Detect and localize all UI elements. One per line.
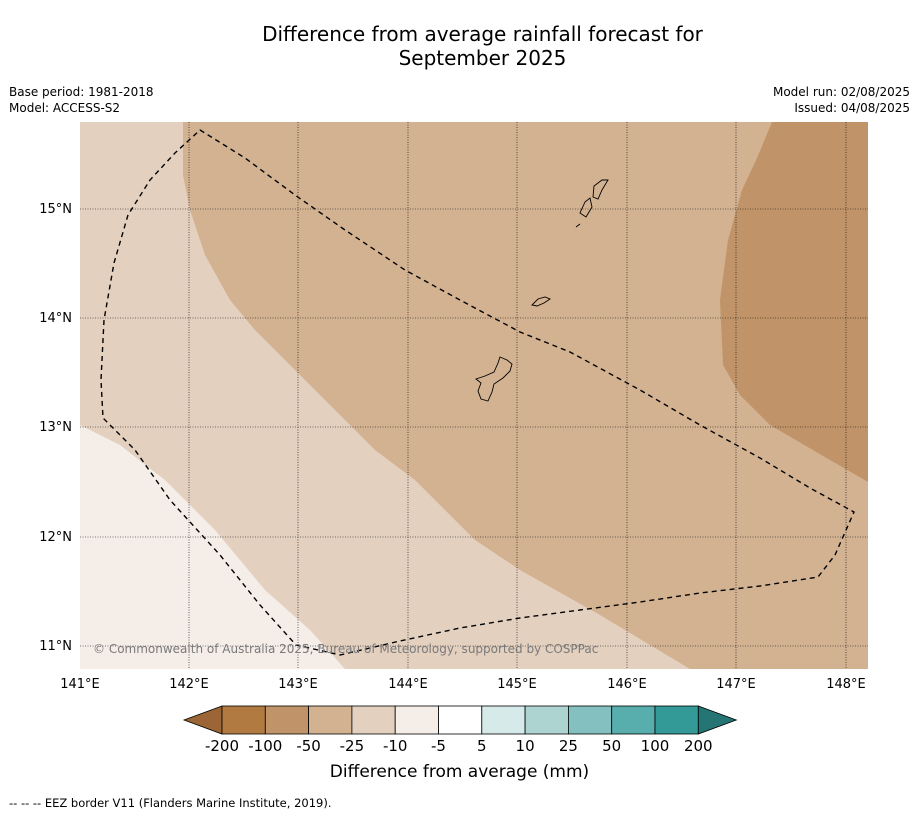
y-tick-15n: 15°N [39,202,72,217]
colorbar-swatch [568,705,613,735]
island-rota [531,296,551,307]
gridlines [80,122,868,669]
colorbar-tick-label: -10 [383,737,408,755]
eez-footnote: -- -- -- EEZ border V11 (Flanders Marine… [9,796,332,810]
y-tick-12n: 12°N [39,530,72,545]
x-tick-146e: 146°E [607,677,647,692]
zone-medium-tan [183,122,868,669]
x-tick-143e: 143°E [278,677,318,692]
colorbar-tick-label: -25 [340,737,365,755]
island-tinian [579,197,593,218]
x-tick-148e: 148°E [826,677,866,692]
colorbar-tick-label: 5 [477,737,487,755]
colorbar-tick-label: 10 [516,737,535,755]
colorbar-swatch [481,705,526,735]
issued-date: Issued: 04/08/2025 [794,101,910,115]
zone-darker-tan [720,122,868,482]
colorbar-extend-low [182,705,223,735]
x-tick-144e: 144°E [388,677,428,692]
model-run: Model run: 02/08/2025 [772,85,910,99]
colorbar-tick-label: -100 [248,737,282,755]
islands [475,179,609,402]
map-area [80,122,868,669]
colorbar-title: Difference from average (mm) [329,762,590,782]
y-axis-ticks: 15°N 14°N 13°N 12°N 11°N [39,202,72,654]
colorbar-tick-label: -200 [205,737,239,755]
colorbar-swatch [438,705,483,735]
colorbar-tick-label: 50 [602,737,621,755]
colorbar-tick-label: -5 [431,737,446,755]
x-axis-ticks: 141°E 142°E 143°E 144°E 145°E 146°E 147°… [60,677,866,692]
title-line-2: September 2025 [398,46,567,70]
meta-right: Model run: 02/08/2025 Issued: 04/08/2025 [773,84,910,116]
model-name: Model: ACCESS-S2 [9,101,121,115]
colorbar-tick-label: 200 [684,737,713,755]
x-tick-141e: 141°E [60,677,100,692]
x-tick-147e: 147°E [716,677,756,692]
colorbar-tick-label: -50 [296,737,321,755]
island-saipan [592,179,609,200]
copyright-notice: © Commonwealth of Australia 2025, Bureau… [93,642,598,656]
colorbar-extend-high [697,705,738,735]
colorbar-swatch [654,705,699,735]
x-tick-145e: 145°E [497,677,537,692]
y-tick-14n: 14°N [39,311,72,326]
colorbar: -200 -100 -50 -25 -10 -5 5 10 25 50 100 200 [182,705,738,755]
x-tick-142e: 142°E [169,677,209,692]
base-period: Base period: 1981-2018 [9,85,154,99]
chart-title: Difference from average rainfall forecas… [0,22,919,70]
meta-left: Base period: 1981-2018 Model: ACCESS-S2 [9,84,154,116]
colorbar-swatch [264,705,309,735]
zone-very-light [80,425,345,669]
title-line-1: Difference from average rainfall forecas… [262,22,703,46]
colorbar-swatch [308,705,353,735]
colorbar-swatch [351,705,396,735]
y-tick-13n: 13°N [39,420,72,435]
island-aguijan [575,223,581,228]
colorbar-swatch [394,705,439,735]
colorbar-swatch [611,705,656,735]
island-guam [475,356,513,402]
colorbar-swatch [221,705,266,735]
colorbar-tick-label: 100 [641,737,670,755]
colorbar-swatch [524,705,569,735]
y-tick-11n: 11°N [39,639,72,654]
colorbar-tick-label: 25 [559,737,578,755]
